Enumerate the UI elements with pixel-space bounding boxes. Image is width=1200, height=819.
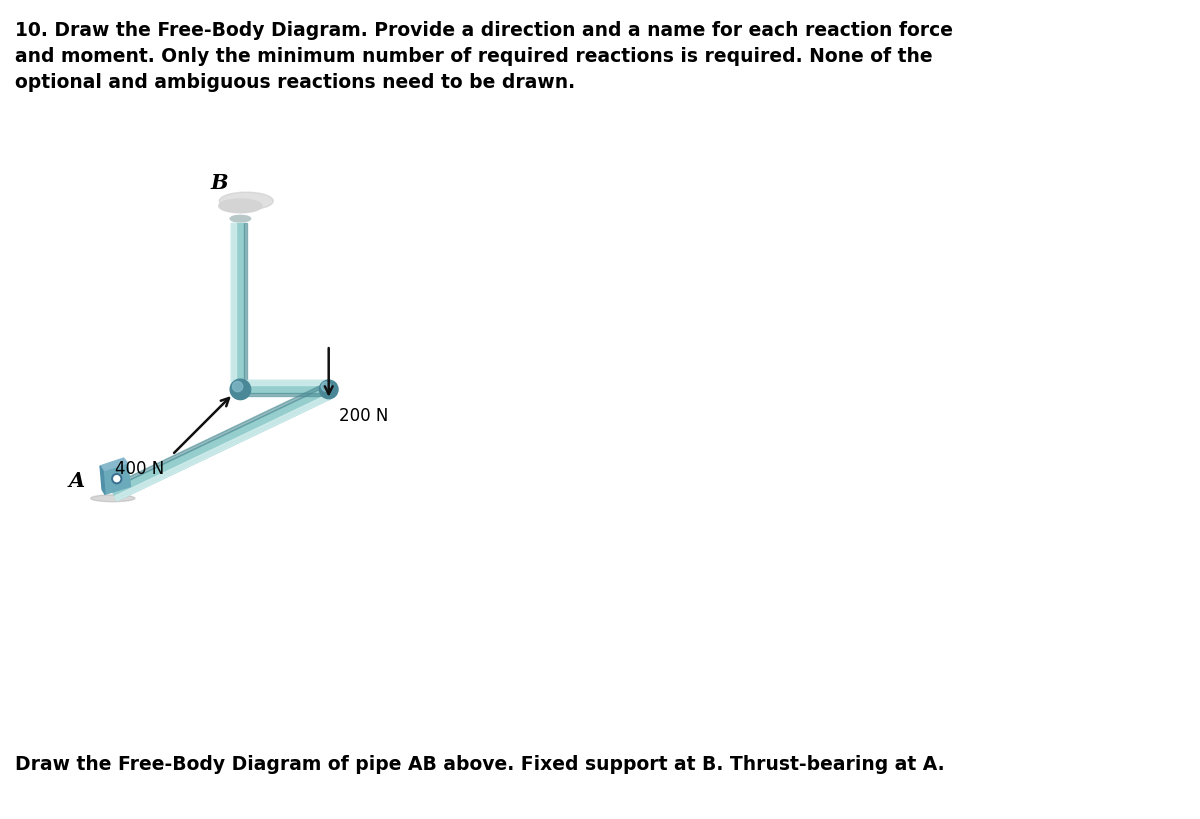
Text: B: B: [210, 173, 228, 193]
Polygon shape: [240, 380, 329, 393]
Ellipse shape: [220, 192, 274, 210]
Polygon shape: [110, 383, 328, 489]
Polygon shape: [232, 223, 244, 389]
Ellipse shape: [218, 199, 262, 213]
Circle shape: [233, 382, 242, 391]
Ellipse shape: [91, 495, 134, 502]
Circle shape: [322, 382, 330, 391]
Polygon shape: [232, 223, 236, 389]
Text: 400 N: 400 N: [115, 459, 164, 477]
Polygon shape: [100, 466, 104, 495]
Polygon shape: [240, 380, 329, 385]
Circle shape: [230, 379, 251, 400]
Polygon shape: [112, 386, 332, 501]
Text: Draw the Free-Body Diagram of pipe AB above. Fixed support at B. Thrust-bearing : Draw the Free-Body Diagram of pipe AB ab…: [14, 755, 944, 774]
Polygon shape: [240, 393, 329, 396]
Text: 10. Draw the Free-Body Diagram. Provide a direction and a name for each reaction: 10. Draw the Free-Body Diagram. Provide …: [14, 21, 953, 92]
Polygon shape: [244, 223, 247, 389]
Text: 200 N: 200 N: [338, 408, 388, 426]
Text: A: A: [70, 471, 85, 491]
Circle shape: [112, 474, 121, 483]
Ellipse shape: [230, 215, 251, 222]
Circle shape: [319, 380, 338, 399]
Polygon shape: [115, 393, 332, 501]
Polygon shape: [103, 463, 131, 495]
Polygon shape: [100, 458, 127, 471]
